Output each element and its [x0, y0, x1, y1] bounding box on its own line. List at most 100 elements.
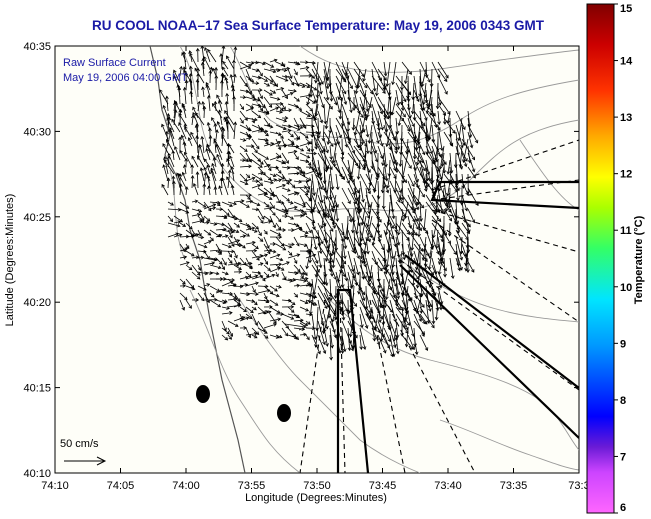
current-vector-head [183, 69, 187, 74]
current-vector [371, 89, 383, 114]
current-vector [461, 173, 464, 189]
current-vector [221, 235, 228, 238]
current-vector [275, 88, 284, 91]
current-vector [239, 229, 250, 237]
current-vector [407, 103, 411, 119]
current-vector [398, 215, 403, 235]
current-vector-head [224, 101, 229, 105]
current-vector-head [375, 176, 379, 181]
current-vector-head [313, 87, 318, 91]
current-vector-head [378, 319, 382, 323]
current-vector [239, 262, 252, 266]
current-vector [395, 285, 399, 299]
current-vector-head [220, 170, 225, 174]
current-vector-head [306, 154, 311, 159]
current-vector-head [170, 202, 174, 206]
current-vector [275, 179, 282, 182]
current-vector-head [363, 117, 368, 121]
current-vector [386, 131, 391, 147]
current-vector-head [403, 319, 407, 324]
current-vector-head [232, 59, 236, 64]
current-vector [220, 178, 223, 189]
current-vector-head [398, 197, 403, 201]
current-vector [281, 89, 288, 99]
current-vector-head [325, 149, 329, 154]
current-vector-head [211, 294, 215, 298]
current-vector [281, 166, 290, 169]
current-vector [359, 103, 367, 121]
current-vector [195, 112, 205, 126]
current-vector-head [234, 297, 239, 302]
current-vector [221, 334, 228, 341]
current-vector-head [320, 240, 324, 245]
current-vector-head [400, 333, 405, 337]
current-vector [245, 264, 253, 269]
current-vector-head [325, 96, 330, 101]
current-vector [311, 222, 324, 244]
current-vector-head [264, 261, 269, 265]
current-vector-head [162, 164, 166, 169]
current-vector-head [161, 123, 165, 128]
current-vector [275, 194, 281, 203]
current-vector [293, 271, 305, 275]
current-vector-head [282, 228, 287, 232]
current-vector-head [231, 243, 235, 247]
current-vector [431, 299, 434, 324]
current-vector-head [413, 232, 418, 236]
current-vector-head [360, 141, 365, 146]
current-vector-head [211, 117, 215, 121]
current-vector [323, 222, 328, 243]
current-vector-head [446, 192, 450, 197]
current-vector-head [347, 347, 352, 352]
current-vector-head [288, 178, 293, 183]
current-vector-head [204, 46, 208, 51]
current-vector-head [424, 320, 428, 325]
current-vector [257, 96, 265, 109]
current-vector-head [244, 181, 249, 186]
current-vector-head [244, 158, 249, 163]
current-vector [251, 327, 259, 335]
current-vector-head [178, 136, 182, 140]
current-vector-head [406, 128, 411, 132]
current-vector [413, 292, 425, 308]
current-vector-head [313, 294, 318, 299]
current-vector [184, 126, 193, 140]
current-vector-head [203, 249, 207, 254]
current-vector-head [318, 264, 323, 269]
current-vector [455, 229, 463, 241]
current-vector-head [296, 83, 300, 87]
current-vector [365, 285, 367, 309]
current-vector [443, 208, 452, 222]
current-vector-head [392, 136, 396, 140]
current-vector-head [333, 317, 338, 321]
current-vector [173, 101, 177, 119]
current-vector [287, 138, 295, 144]
current-vector-head [233, 201, 237, 206]
current-vector [371, 327, 380, 345]
current-vector-head [209, 66, 213, 71]
current-vector-head [410, 346, 414, 350]
current-vector [329, 278, 332, 301]
current-vector-head [188, 73, 193, 77]
current-vector [275, 117, 287, 122]
current-vector [368, 124, 373, 144]
current-vector [179, 243, 186, 252]
current-vector [211, 170, 217, 189]
current-vector [293, 201, 306, 208]
current-vector-head [379, 315, 383, 320]
current-vector-head [178, 122, 182, 126]
current-vector [467, 145, 471, 163]
current-vector-head [333, 101, 338, 106]
current-vector-head [354, 282, 359, 286]
current-vector-head [265, 204, 270, 208]
current-vector-head [325, 325, 329, 330]
current-vector [401, 96, 404, 111]
current-vector-head [383, 72, 388, 77]
current-vector-head [330, 186, 335, 191]
current-vector [263, 243, 271, 254]
current-vector [395, 264, 402, 286]
current-vector-head [229, 280, 234, 285]
current-vector-head [338, 285, 342, 290]
current-vector-head [202, 204, 207, 208]
current-vector [245, 96, 256, 101]
